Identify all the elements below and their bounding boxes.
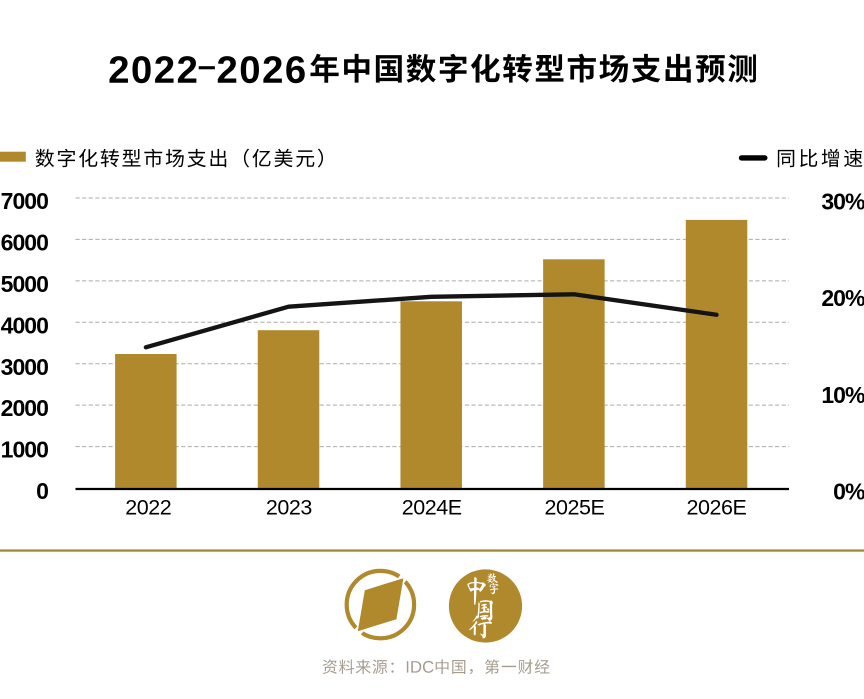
svg-text:0: 0 xyxy=(36,478,48,504)
svg-text:2026E: 2026E xyxy=(687,496,747,520)
svg-text:2025E: 2025E xyxy=(544,496,604,520)
svg-text:2024E: 2024E xyxy=(402,496,462,520)
svg-text:4000: 4000 xyxy=(1,312,49,338)
svg-text:6000: 6000 xyxy=(1,230,49,256)
svg-text:10%: 10% xyxy=(821,382,864,408)
svg-text:2000: 2000 xyxy=(1,395,49,421)
svg-text:2023: 2023 xyxy=(266,496,313,520)
svg-text:30%: 30% xyxy=(821,189,864,215)
svg-text:20%: 20% xyxy=(821,285,864,311)
svg-text:1000: 1000 xyxy=(1,437,49,463)
svg-text:0%: 0% xyxy=(833,479,864,505)
svg-text:7000: 7000 xyxy=(1,188,49,214)
svg-text:2022: 2022 xyxy=(125,496,171,520)
svg-text:5000: 5000 xyxy=(1,271,49,297)
svg-text:3000: 3000 xyxy=(1,354,49,380)
